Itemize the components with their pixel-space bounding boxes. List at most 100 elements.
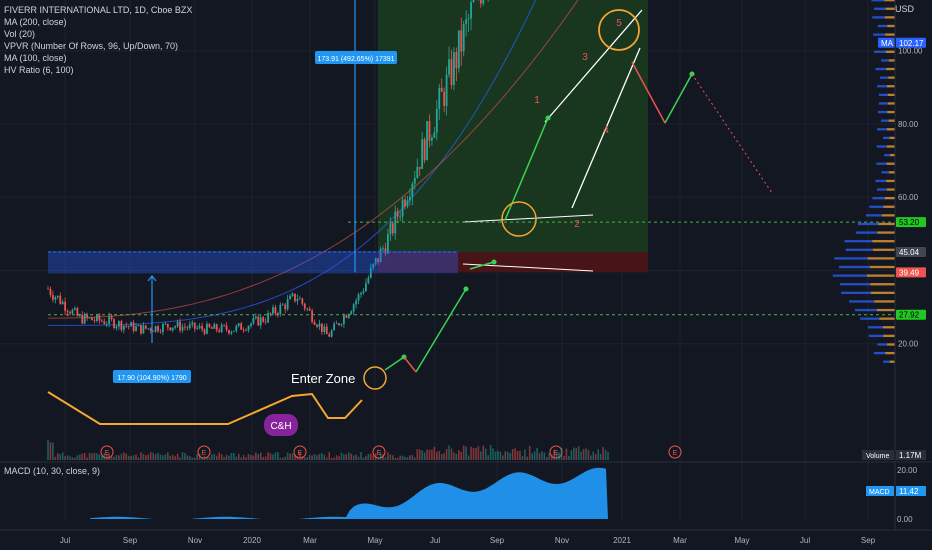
candle-body xyxy=(203,329,206,334)
candle-body xyxy=(232,330,235,332)
vpvr-bar xyxy=(886,128,895,131)
volume-bar xyxy=(49,442,52,460)
volume-bar xyxy=(198,453,201,460)
price-tick-label: 80.00 xyxy=(898,120,919,129)
legend-line-vpvr[interactable]: VPVR (Number Of Rows, 96, Up/Down, 70) xyxy=(4,41,179,51)
volume-bar xyxy=(120,453,123,460)
candle-body xyxy=(418,166,421,169)
candle-body xyxy=(142,325,145,334)
legend-line-hv[interactable]: HV Ratio (6, 100) xyxy=(4,65,74,75)
volume-bar xyxy=(533,451,536,460)
volume-bar xyxy=(335,455,338,460)
macd-value-box xyxy=(896,486,926,496)
volume-bar xyxy=(313,454,316,460)
candle-body xyxy=(144,325,147,329)
volume-bar xyxy=(142,453,145,460)
volume-bar xyxy=(607,451,609,460)
candle-body xyxy=(272,307,274,314)
candle-body xyxy=(135,326,137,331)
volume-bar xyxy=(541,451,543,460)
legend-line-vol[interactable]: Vol (20) xyxy=(4,29,36,39)
volume-bar xyxy=(528,445,531,460)
vpvr-bar xyxy=(878,102,888,105)
candle-body xyxy=(210,327,213,329)
candle-body xyxy=(127,326,130,327)
candle-body xyxy=(120,321,123,330)
candle-body xyxy=(438,87,441,109)
volume-bar xyxy=(543,452,546,460)
volume-bar xyxy=(472,448,475,460)
volume-bar xyxy=(389,454,392,460)
price-tag-ma xyxy=(896,37,926,48)
legend-line-ma200[interactable]: MA (200, close) xyxy=(4,17,67,27)
volume-bar xyxy=(118,455,120,460)
vpvr-bar xyxy=(860,317,880,320)
candle-body xyxy=(103,321,106,325)
candle-body xyxy=(235,325,238,331)
volume-bar xyxy=(411,455,414,460)
candle-body xyxy=(401,199,404,217)
volume-bar xyxy=(516,450,519,460)
vpvr-bar xyxy=(868,334,884,338)
candle-body xyxy=(313,321,316,325)
vpvr-bar xyxy=(871,0,885,2)
volume-bar xyxy=(558,452,560,460)
legend-line-ma100[interactable]: MA (100, close) xyxy=(4,53,67,63)
volume-bar xyxy=(401,455,404,460)
volume-bar xyxy=(103,453,106,460)
macd-area xyxy=(90,467,608,519)
candle-body xyxy=(482,0,485,4)
candle-body xyxy=(289,295,291,300)
vpvr-bar xyxy=(834,257,868,260)
candle-body xyxy=(149,328,152,331)
volume-bar xyxy=(91,453,93,460)
vpvr-bar xyxy=(873,351,886,355)
candle-body xyxy=(421,139,424,169)
candle-body xyxy=(391,223,394,234)
volume-bar xyxy=(164,454,167,460)
volume-bar xyxy=(174,456,176,460)
volume-bar xyxy=(599,453,602,460)
candle-body xyxy=(374,258,377,264)
candle-body xyxy=(262,317,265,322)
candle-body xyxy=(387,234,389,254)
vpvr-bar xyxy=(855,231,878,234)
candle-body xyxy=(352,304,355,312)
vpvr-bar xyxy=(882,326,895,329)
volume-bar xyxy=(196,454,198,460)
candle-body xyxy=(328,334,331,337)
vpvr-bar xyxy=(849,300,875,303)
volume-bar xyxy=(284,456,287,460)
macd-legend[interactable]: MACD (10, 30, close, 9) xyxy=(4,466,101,476)
volume-bar xyxy=(262,456,264,460)
candle-body xyxy=(470,2,472,19)
candle-body xyxy=(220,324,223,332)
price-tag-stop xyxy=(896,267,926,278)
volume-bars xyxy=(47,440,609,460)
candle-body xyxy=(152,330,155,332)
macd-tag-name: MACD xyxy=(869,489,890,496)
volume-bar xyxy=(105,454,108,460)
volume-bar xyxy=(235,456,238,460)
vpvr-bar xyxy=(877,128,887,131)
volume-profile xyxy=(832,0,895,363)
price-tag-label: 27.92 xyxy=(899,311,920,320)
arrow-line xyxy=(469,261,495,270)
volume-bar xyxy=(294,454,296,460)
volume-bar xyxy=(303,457,306,460)
vpvr-bar xyxy=(887,24,895,28)
volume-bar xyxy=(71,457,74,460)
volume-bar xyxy=(414,457,416,460)
candle-body xyxy=(367,277,370,284)
candle-body xyxy=(179,321,181,331)
vpvr-bar xyxy=(878,93,888,97)
volume-bar xyxy=(147,454,150,460)
wave-label-5: 5 xyxy=(616,18,622,29)
volume-bar xyxy=(323,454,326,460)
volume-bar xyxy=(206,457,208,460)
candle-body xyxy=(252,318,255,324)
vpvr-bar xyxy=(888,171,895,174)
candle-body xyxy=(242,329,245,331)
candle-body xyxy=(443,91,446,106)
